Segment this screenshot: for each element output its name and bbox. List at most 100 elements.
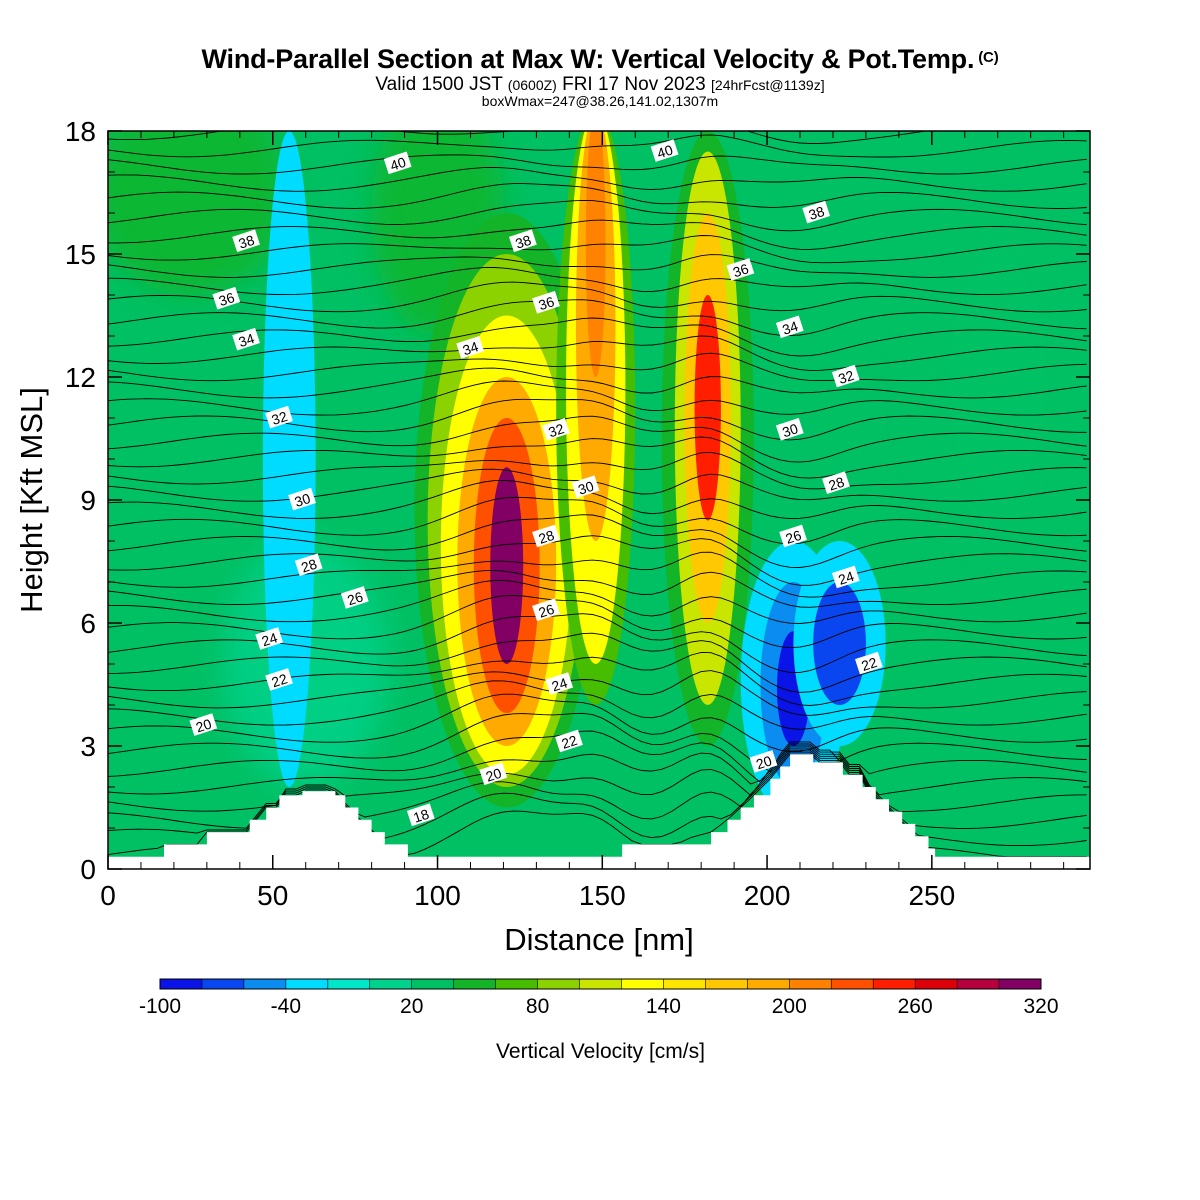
theta-contour-line	[108, 134, 1087, 158]
colorbar-title: Vertical Velocity [cm/s]	[496, 1040, 705, 1063]
x-axis-label: Distance [nm]	[504, 922, 694, 957]
theta-label-text: 20	[194, 715, 214, 735]
colorbar-swatch	[537, 979, 581, 989]
x-tick-label: 0	[100, 880, 116, 911]
colorbar-tick-label: 80	[526, 995, 549, 1018]
theta-contour-line	[108, 154, 1087, 175]
colorbar-swatch	[201, 979, 245, 989]
theta-label: 32	[265, 405, 293, 429]
theta-contour-line	[108, 199, 1087, 232]
updraft-core-1-3	[585, 131, 606, 377]
theta-label-text: 36	[536, 293, 556, 313]
theta-label-text: 24	[836, 568, 856, 588]
theta-contour-line	[108, 267, 1087, 296]
theta-label-text: 38	[237, 232, 257, 252]
theta-label-text: 24	[260, 629, 280, 649]
theta-contour-line	[108, 254, 1087, 278]
x-tick-label: 50	[257, 880, 288, 911]
colorbar-swatch	[999, 979, 1042, 989]
colorbar-tick-label: 200	[772, 995, 807, 1018]
theta-contour-line	[108, 367, 1087, 399]
theta-label-text: 26	[784, 527, 804, 547]
theta-label: 30	[571, 475, 600, 499]
theta-contour-line	[108, 745, 1087, 796]
theta-label: 22	[855, 651, 883, 675]
x-tick-label: 250	[908, 880, 955, 911]
colorbar-swatch	[663, 979, 706, 989]
theta-label: 36	[726, 258, 755, 281]
theta-label-text: 38	[513, 232, 533, 252]
theta-label-text: 28	[826, 474, 846, 494]
theta-label: 24	[255, 627, 284, 650]
theta-label: 26	[532, 598, 560, 622]
x-tick-label: 200	[744, 880, 791, 911]
colorbar: -100 -40 20 80 140 200 260 320 Vertical Velocity…	[139, 978, 1059, 1063]
updraft-core-0-5	[490, 467, 524, 664]
theta-label-text: 34	[780, 318, 800, 338]
theta-contour-line	[108, 730, 1087, 784]
colorbar-swatch	[411, 979, 455, 989]
theta-label: 22	[555, 729, 583, 753]
theta-label-text: 30	[780, 420, 800, 440]
theta-contour-line	[108, 415, 1087, 463]
chart-subtitle: Valid 1500 JST (0600Z) FRI 17 Nov 2023 […	[375, 74, 825, 95]
theta-contour-line	[108, 496, 1087, 545]
colorbar-swatch	[705, 979, 748, 989]
theta-label: 20	[479, 762, 508, 786]
theta-label: 28	[532, 524, 560, 548]
theta-label: 36	[532, 290, 560, 314]
theta-label-text: 38	[807, 203, 827, 223]
colorbar-swatch	[495, 979, 539, 989]
theta-label-text: 22	[270, 670, 290, 690]
colorbar-swatch	[160, 979, 203, 989]
theta-label-text: 34	[461, 338, 481, 358]
theta-contour-line	[108, 569, 1087, 608]
theta-label: 30	[775, 418, 804, 441]
theta-contour-line	[108, 579, 1087, 624]
theta-label: 34	[775, 315, 804, 339]
theta-contour-line	[108, 693, 1087, 752]
y-tick-label: 0	[80, 854, 96, 885]
theta-label: 36	[212, 286, 241, 310]
theta-label-text: 22	[859, 654, 879, 674]
colorbar-tick-label: -100	[139, 995, 181, 1018]
theta-contour-line	[108, 299, 1087, 337]
y-tick-label: 6	[80, 608, 96, 639]
theta-label-text: 34	[237, 330, 257, 350]
chart-title: Wind-Parallel Section at Max W: Vertical…	[201, 44, 999, 74]
theta-contour-line	[108, 514, 1087, 568]
theta-contour-line	[108, 436, 1087, 479]
x-tick-label: 150	[579, 880, 626, 911]
theta-contour-line	[108, 166, 1087, 192]
y-tick-label: 15	[65, 239, 96, 270]
y-tick-label: 12	[65, 362, 96, 393]
colorbar-swatch	[873, 979, 916, 989]
colorbar-swatch	[789, 979, 832, 989]
theta-contour-line	[108, 183, 1087, 209]
terrain-shape	[108, 754, 1090, 869]
theta-contour-line	[108, 712, 1087, 773]
x-tick-label: 100	[414, 880, 461, 911]
theta-label-text: 28	[536, 527, 556, 547]
theta-contour-line	[108, 479, 1087, 520]
theta-contour-line	[108, 749, 1087, 829]
y-tick-label: 18	[65, 116, 96, 147]
theta-label-text: 40	[655, 141, 675, 161]
theta-contour-line	[108, 680, 1087, 730]
y-axis-label: Height [Kft MSL]	[14, 387, 49, 613]
colorbar-swatch	[369, 979, 413, 989]
theta-contour-line	[108, 551, 1087, 598]
theta-label: 26	[779, 524, 807, 548]
downdraft-core-4-1	[813, 582, 866, 705]
theta-label-text: 18	[411, 806, 431, 826]
theta-label: 40	[383, 151, 412, 175]
theta-label-text: 36	[217, 289, 237, 309]
theta-contour-line	[108, 352, 1087, 382]
theta-contour-line	[108, 335, 1087, 371]
theta-label-text: 32	[546, 420, 566, 440]
theta-label-text: 30	[293, 490, 313, 510]
theta-contour-line	[108, 219, 1087, 250]
theta-contour-line	[108, 99, 1087, 127]
